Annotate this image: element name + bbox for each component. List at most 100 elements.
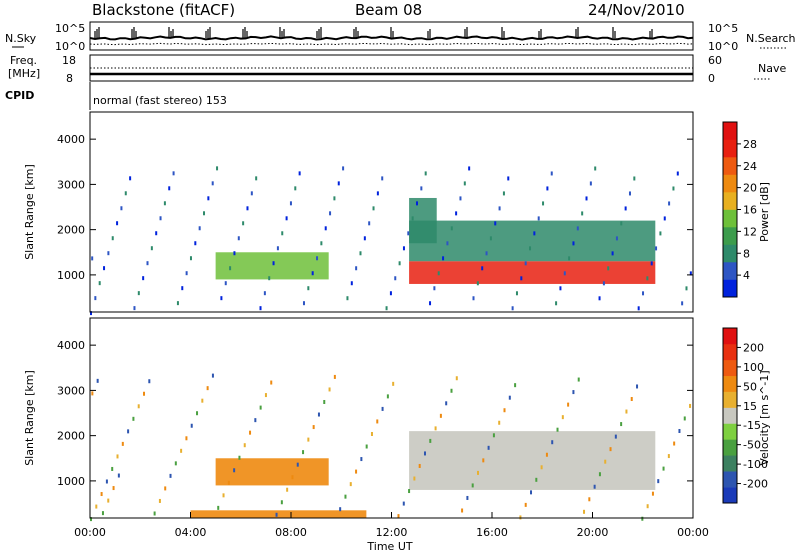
- velocity-scatter-cell: [206, 386, 209, 391]
- power-scatter-cell: [415, 201, 418, 206]
- velocity-colorbar-cell: [723, 375, 737, 392]
- velocity-ytick-label: 1000: [57, 475, 85, 488]
- power-panel-frame: [89, 111, 694, 313]
- velocity-echo-region: [215, 458, 329, 486]
- power-scatter-cell: [250, 191, 253, 196]
- velocity-scatter-cell: [349, 482, 352, 487]
- power-scatter-cell: [676, 171, 679, 176]
- velocity-scatter-cell: [492, 433, 495, 438]
- freq-left-tick-low: 8: [66, 72, 73, 85]
- power-scatter-cell: [529, 246, 532, 251]
- velocity-scatter-cell: [641, 516, 644, 521]
- velocity-colorbar-cell: [723, 487, 737, 504]
- power-colorbar-cell: [723, 174, 737, 193]
- velocity-scatter-cell: [344, 494, 347, 499]
- power-scatter-cell: [346, 296, 349, 301]
- power-scatter-cell: [281, 231, 284, 236]
- velocity-scatter-cell: [689, 403, 692, 408]
- velocity-scatter-cell: [471, 483, 474, 488]
- velocity-scatter-cell: [567, 402, 570, 407]
- velocity-colorbar-tick-label: 200: [743, 341, 764, 354]
- velocity-scatter-cell: [259, 405, 262, 410]
- velocity-scatter-cell: [408, 489, 411, 494]
- velocity-scatter-cell: [275, 512, 278, 517]
- power-scatter-cell: [685, 286, 688, 291]
- velocity-scatter-cell: [487, 445, 490, 450]
- power-scatter-cell: [94, 296, 97, 301]
- power-scatter-cell: [411, 216, 414, 221]
- date-title: 24/Nov/2010: [588, 1, 685, 19]
- power-scatter-cell: [233, 251, 236, 256]
- power-colorbar-cell: [723, 262, 737, 280]
- power-scatter-cell: [576, 226, 579, 231]
- power-scatter-cell: [594, 166, 597, 171]
- time-tick-label: 00:00: [74, 526, 106, 539]
- velocity-scatter-cell: [333, 374, 336, 379]
- velocity-scatter-cell: [264, 393, 267, 398]
- velocity-scatter-cell: [360, 457, 363, 462]
- velocity-scatter-cell: [105, 479, 108, 484]
- noise-left-label: N.Sky: [5, 32, 37, 45]
- power-scatter-cell: [598, 296, 601, 301]
- power-scatter-cell: [476, 281, 479, 286]
- power-scatter-cell: [568, 256, 571, 261]
- power-scatter-cell: [289, 201, 292, 206]
- velocity-scatter-cell: [143, 391, 146, 396]
- power-scatter-cell: [359, 251, 362, 256]
- power-scatter-cell: [689, 271, 692, 276]
- velocity-scatter-cell: [445, 401, 448, 406]
- velocity-ylabel: Slant Range [km]: [23, 370, 36, 466]
- power-scatter-cell: [502, 191, 505, 196]
- power-scatter-cell: [255, 176, 258, 181]
- velocity-ytick-label: 3000: [57, 384, 85, 397]
- noise-right-tick-low: 10^0: [708, 40, 738, 53]
- power-scatter-cell: [176, 301, 179, 306]
- freq-right-tick-high: 60: [708, 54, 722, 67]
- velocity-scatter-cell: [551, 440, 554, 445]
- power-scatter-cell: [368, 221, 371, 226]
- power-scatter-cell: [563, 271, 566, 276]
- velocity-scatter-cell: [636, 384, 639, 389]
- power-scatter-cell: [385, 306, 388, 311]
- power-scatter-cell: [103, 266, 106, 271]
- nave-label: Nave: [758, 62, 786, 75]
- power-scatter-cell: [372, 206, 375, 211]
- velocity-colorbar-cell: [723, 455, 737, 472]
- velocity-scatter-cell: [169, 473, 172, 478]
- power-scatter-cell: [402, 246, 405, 251]
- power-scatter-cell: [263, 291, 266, 296]
- velocity-scatter-cell: [238, 455, 241, 460]
- velocity-scatter-cell: [434, 426, 437, 431]
- power-scatter-cell: [442, 256, 445, 261]
- power-scatter-cell: [533, 231, 536, 236]
- noise-panel: N.Sky 10^5 10^0 10^5 10^0 N.Search: [5, 21, 796, 53]
- power-scatter-cell: [142, 276, 145, 281]
- velocity-scatter-cell: [217, 505, 220, 510]
- velocity-scatter-cell: [439, 413, 442, 418]
- power-ytick-label: 2000: [57, 224, 85, 237]
- time-tick-label: 16:00: [476, 526, 508, 539]
- velocity-scatter-cell: [233, 468, 236, 473]
- power-scatter-cell: [91, 256, 94, 261]
- velocity-data: [90, 373, 692, 522]
- velocity-scatter-cell: [625, 409, 628, 414]
- power-colorbar-cell: [723, 227, 737, 245]
- power-scatter-cell: [650, 261, 653, 266]
- power-scatter-cell: [376, 191, 379, 196]
- station-title: Blackstone (fitACF): [92, 1, 235, 19]
- velocity-scatter-cell: [243, 443, 246, 448]
- time-axis-label: Time UT: [366, 540, 412, 553]
- power-scatter-cell: [185, 271, 188, 276]
- velocity-scatter-cell: [280, 500, 283, 505]
- velocity-scatter-cell: [593, 484, 596, 489]
- power-scatter-cell: [198, 226, 201, 231]
- velocity-scatter-cell: [503, 408, 506, 413]
- velocity-scatter-cell: [418, 463, 421, 468]
- velocity-scatter-cell: [519, 515, 522, 520]
- time-tick-label: 12:00: [376, 526, 408, 539]
- power-scatter-cell: [285, 216, 288, 221]
- velocity-scatter-cell: [397, 514, 400, 519]
- velocity-scatter-cell: [429, 438, 432, 443]
- velocity-scatter-cell: [307, 437, 310, 442]
